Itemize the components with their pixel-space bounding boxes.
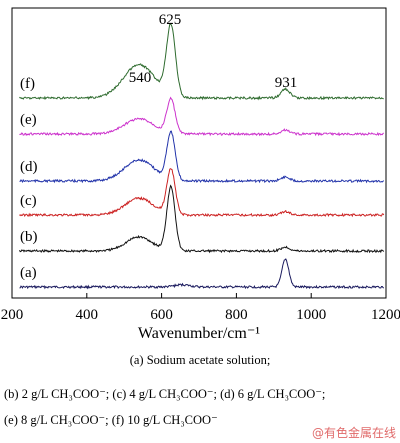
x-tick-label-400: 400 [76, 307, 99, 323]
caption-line-3: (e) 8 g/L CH₃COO⁻; (f) 10 g/L CH₃COO⁻ [4, 413, 218, 427]
peak-label-625: 625 [159, 12, 182, 28]
peak-label-540: 540 [129, 70, 152, 86]
series-line-d [19, 130, 385, 184]
series-line-f [19, 23, 384, 101]
peak-label-931: 931 [275, 75, 298, 91]
series-label-c: (c) [20, 193, 37, 209]
plot-frame [11, 7, 387, 299]
series-line-c [19, 168, 385, 218]
x-tick-label-600: 600 [150, 307, 173, 323]
x-tick-label-200: 200 [1, 307, 24, 323]
series-label-d: (d) [20, 159, 38, 175]
series-label-b: (b) [20, 229, 38, 245]
watermark: @有色金属在线 [311, 426, 396, 440]
x-tick-label-1000: 1000 [296, 307, 326, 323]
series-line-b [19, 184, 385, 254]
series-label-f: (f) [20, 76, 35, 92]
caption-line-1: (a) Sodium acetate solution; [129, 353, 271, 367]
x-axis-title: Wavenumber/cm⁻¹ [138, 325, 260, 342]
x-axis: 200 400 600 800 1000 1200 [1, 293, 400, 323]
x-tick-label-800: 800 [225, 307, 248, 323]
series-label-e: (e) [20, 112, 37, 128]
series-label-a: (a) [20, 265, 37, 281]
caption-line-2: (b) 2 g/L CH₃COO⁻; (c) 4 g/L CH₃COO⁻; (d… [4, 387, 326, 401]
series-layer: (a) (b) (c) (d) (e) (f) [19, 23, 385, 290]
series-line-a [19, 258, 385, 290]
x-tick-label-1200: 1200 [371, 307, 400, 323]
raman-chart: (a)(b)(c)(d)(e)(f) 200 400 600 800 1000 1200 … [1, 7, 400, 342]
series-line-e [19, 96, 384, 137]
